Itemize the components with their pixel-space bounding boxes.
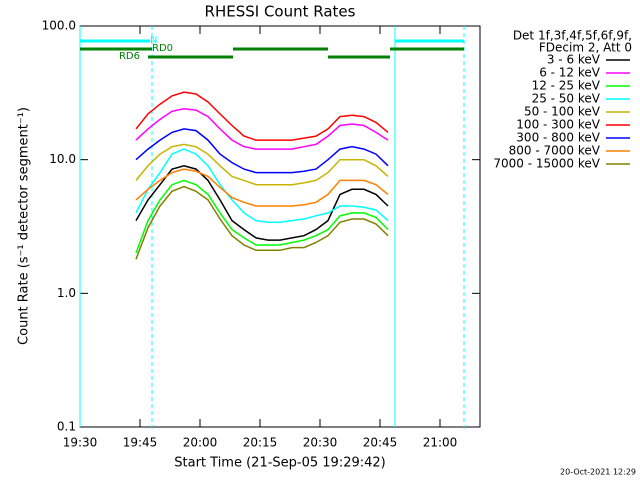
flag-label: RD6 [119, 51, 140, 62]
series-line [135, 168, 389, 207]
x-tick-label: 20:15 [243, 436, 278, 450]
legend-label: 25 - 50 keV [532, 92, 601, 106]
x-tick-label: 19:45 [123, 436, 158, 450]
series-line [135, 143, 389, 186]
x-tick-label: 21:00 [423, 436, 458, 450]
legend-header: FDecim 2, Att 0 [539, 41, 632, 55]
legend-label: 50 - 100 keV [524, 105, 601, 119]
flag-label: N [150, 35, 157, 46]
legend-header: Det 1f,3f,4f,5f,6f,9f, [513, 29, 632, 43]
y-tick-label: 0.1 [57, 420, 76, 434]
legend-label: 300 - 800 keV [516, 131, 600, 145]
y-tick-label: 100.0 [42, 19, 76, 33]
legend-label: 100 - 300 keV [516, 118, 600, 132]
series-line [135, 185, 389, 260]
chart-title: RHESSI Count Rates [205, 3, 356, 21]
series-line [135, 165, 389, 241]
x-tick-label: 20:45 [363, 436, 398, 450]
series-line [135, 91, 389, 141]
flag-label: RD0 [152, 43, 173, 54]
x-axis-label: Start Time (21-Sep-05 19:29:42) [174, 456, 385, 471]
legend-label: 3 - 6 keV [547, 53, 601, 67]
series-line [135, 108, 389, 150]
series-line [135, 148, 389, 224]
legend-label: 800 - 7000 keV [509, 144, 601, 158]
y-tick-label: 10.0 [49, 152, 76, 166]
y-axis-label: Count Rate (s⁻¹ detector segment⁻¹) [17, 107, 32, 345]
y-tick-label: 1.0 [57, 286, 76, 300]
legend-label: 7000 - 15000 keV [493, 157, 600, 171]
footer: 20-Oct-2021 12:29 [560, 468, 636, 477]
x-tick-label: 20:30 [303, 436, 338, 450]
legend-label: 12 - 25 keV [532, 79, 601, 93]
x-tick-label: 20:00 [183, 436, 218, 450]
x-tick-label: 19:30 [63, 436, 98, 450]
series-line [135, 128, 389, 174]
series-line [135, 179, 389, 254]
legend-label: 6 - 12 keV [539, 66, 601, 80]
